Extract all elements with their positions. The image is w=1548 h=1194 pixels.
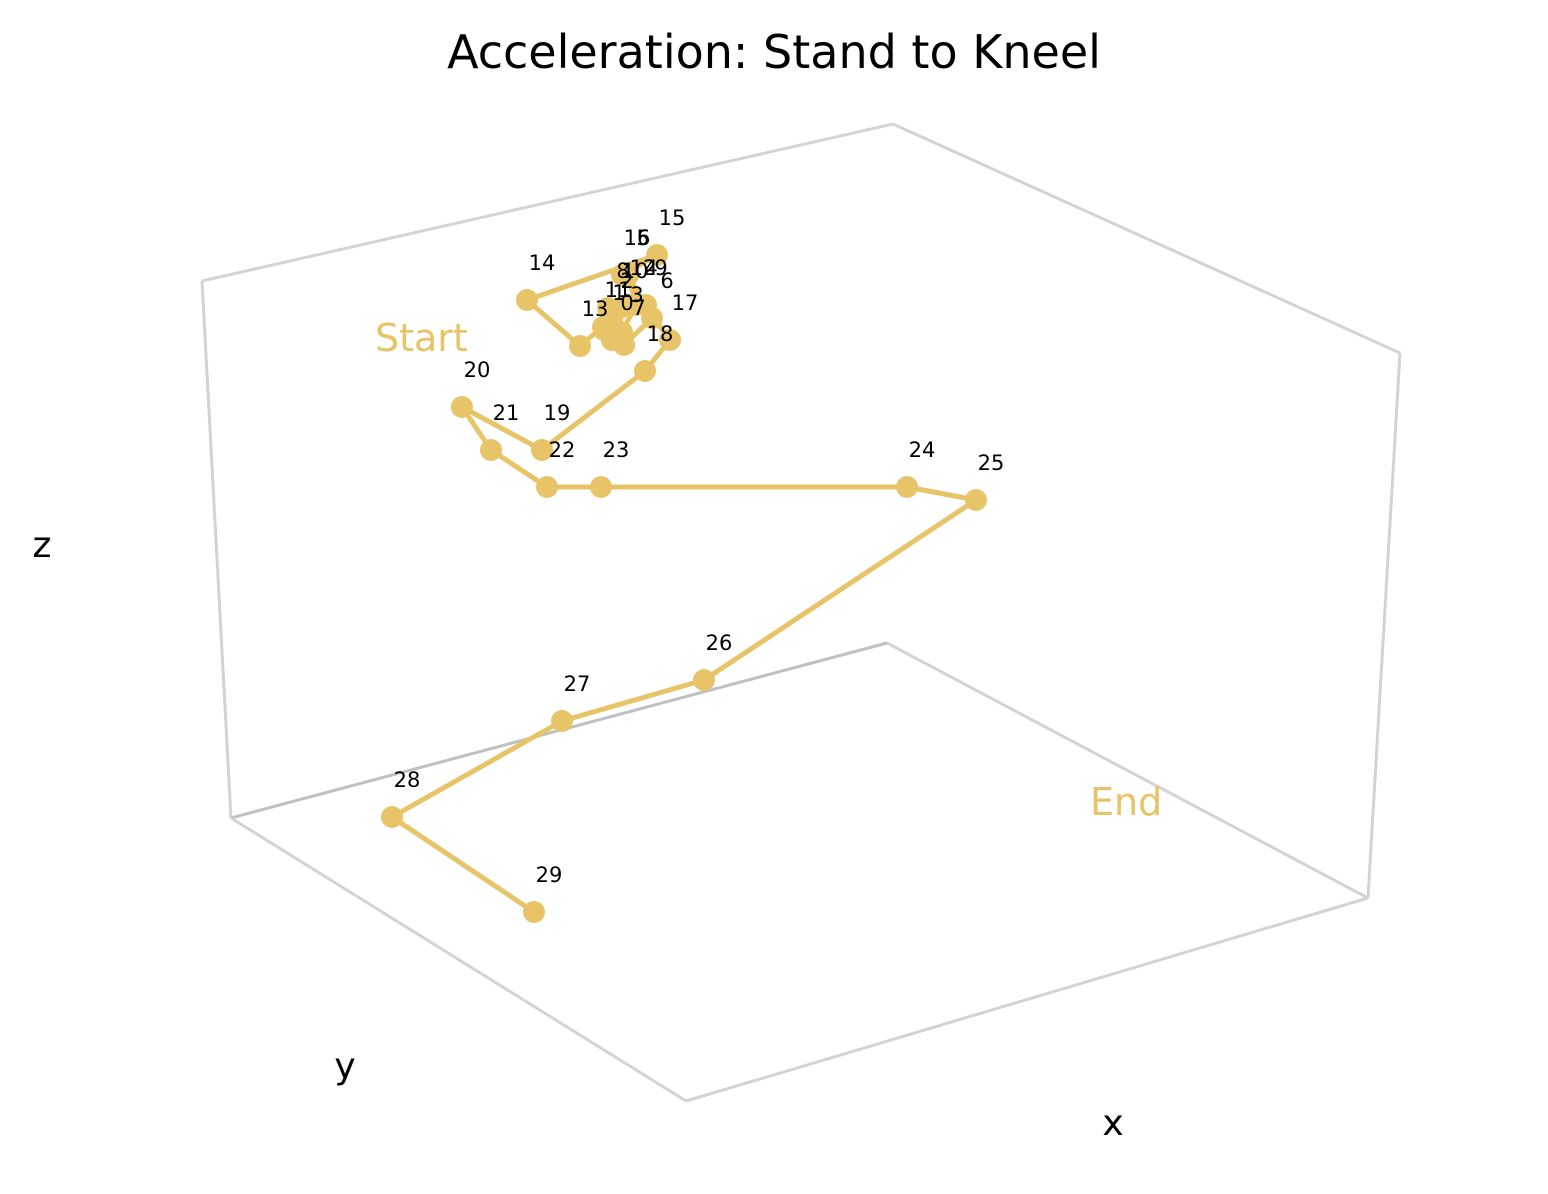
point-label-21: 21	[493, 401, 520, 425]
data-point-11	[592, 316, 614, 338]
point-label-29: 29	[536, 863, 563, 887]
data-point-16	[611, 264, 633, 286]
floor-front-right-edge	[685, 896, 1369, 1103]
data-point-23	[590, 476, 612, 498]
point-label-17: 17	[672, 291, 699, 315]
y-axis-label: y	[334, 1046, 355, 1087]
point-label-1: 1	[612, 281, 625, 305]
point-label-24: 24	[909, 438, 936, 462]
point-label-0: 0	[620, 291, 633, 315]
z-axis-label: z	[33, 525, 52, 566]
point-label-14: 14	[529, 251, 556, 275]
point-label-20: 20	[464, 358, 491, 382]
start-annotation: Start	[375, 316, 468, 360]
point-label-22: 22	[549, 438, 576, 462]
point-label-3: 3	[630, 283, 643, 307]
point-label-5: 5	[636, 226, 649, 250]
trajectory-line	[389, 252, 979, 915]
point-label-9: 9	[654, 256, 667, 280]
point-label-12: 12	[630, 256, 657, 280]
point-label-10: 10	[622, 259, 649, 283]
point-label-28: 28	[394, 768, 421, 792]
point-label-16: 16	[624, 226, 651, 250]
point-label-26: 26	[706, 631, 733, 655]
data-point-20	[451, 396, 473, 418]
chart-title: Acceleration: Stand to Kneel	[447, 25, 1101, 79]
point-label-11: 11	[605, 278, 632, 302]
point-label-19: 19	[544, 401, 571, 425]
data-point-13	[569, 335, 591, 357]
axes-box	[200, 122, 1402, 1103]
point-label-2: 2	[620, 269, 633, 293]
point-label-25: 25	[978, 451, 1005, 475]
end-annotation: End	[1090, 780, 1162, 824]
point-label-8: 8	[616, 259, 629, 283]
data-point-24	[896, 476, 918, 498]
data-point-9	[635, 294, 657, 316]
data-point-14	[516, 289, 538, 311]
point-label-27: 27	[564, 672, 591, 696]
data-point-12	[617, 294, 639, 316]
point-label-15: 15	[659, 206, 686, 230]
point-label-23: 23	[603, 438, 630, 462]
data-point-22	[536, 476, 558, 498]
right-vertical-edge	[1366, 352, 1402, 899]
back-top-right-edge	[892, 122, 1401, 355]
point-label-7: 7	[632, 296, 645, 320]
data-point-19	[531, 439, 553, 461]
data-point-27	[551, 710, 573, 732]
data-point-29	[523, 901, 545, 923]
back-top-left-edge	[201, 122, 894, 283]
point-label-4: 4	[644, 256, 657, 280]
point-label-18: 18	[647, 322, 674, 346]
data-point-18	[634, 360, 656, 382]
data-point-26	[693, 669, 715, 691]
data-point-7	[613, 334, 635, 356]
left-vertical-edge	[200, 280, 233, 819]
floor-front-left-edge	[230, 816, 687, 1103]
data-point-17	[659, 329, 681, 351]
point-label-6: 6	[660, 269, 673, 293]
data-point-21	[480, 439, 502, 461]
data-point-28	[381, 806, 403, 828]
data-point-25	[965, 489, 987, 511]
data-point-15	[646, 244, 668, 266]
floor-back-right-edge	[886, 641, 1369, 900]
point-label-13: 13	[582, 297, 609, 321]
x-axis-label: x	[1102, 1103, 1123, 1144]
